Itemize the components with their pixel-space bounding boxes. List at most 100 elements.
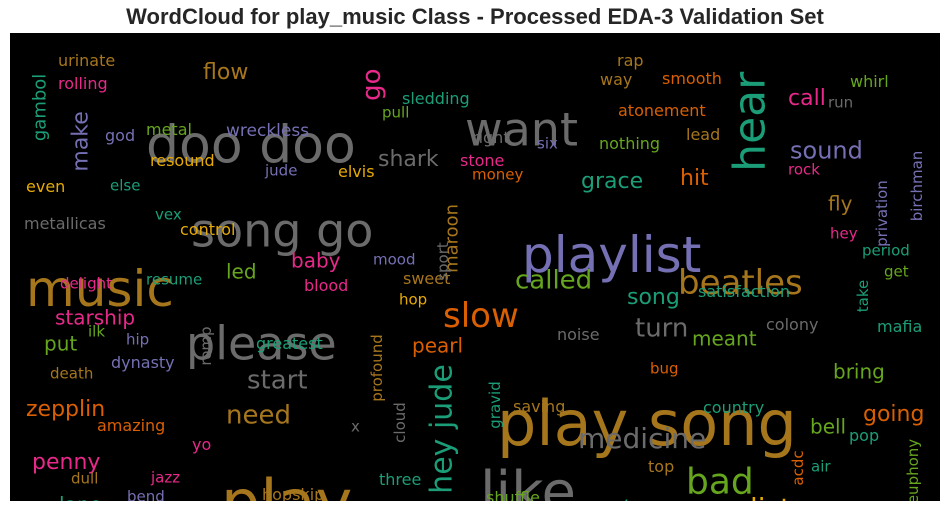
word-greatest: greatest <box>256 334 323 353</box>
word-playlist: playlist <box>522 226 701 284</box>
word-doo-doo: doo doo <box>146 116 356 176</box>
word-dull: dull <box>71 469 98 487</box>
word-baby: baby <box>291 248 341 272</box>
word-sport: sport <box>434 242 452 281</box>
word-hey-jude: hey jude <box>425 364 460 494</box>
word-hop: hop <box>399 290 427 308</box>
word-ilk: ilk <box>88 322 105 340</box>
word-sweet: sweet <box>403 269 450 288</box>
word-put: put <box>44 331 77 355</box>
word-hit: hit <box>680 166 709 191</box>
word-amazing: amazing <box>97 416 165 435</box>
word-profound: profound <box>368 334 386 402</box>
word-going: going <box>863 402 924 427</box>
word-stone: stone <box>460 151 504 170</box>
word-euphony: euphony <box>904 439 922 501</box>
word-called: called <box>515 265 592 295</box>
word-get: get <box>884 262 909 280</box>
word-air: air <box>811 457 831 475</box>
word-money: money <box>472 165 524 183</box>
word-song: song <box>627 285 680 310</box>
word-elvis: elvis <box>338 162 375 181</box>
word-metal: metal <box>146 120 192 139</box>
word-way: way <box>600 70 632 89</box>
word-shark: shark <box>378 147 439 172</box>
word-turn: turn <box>635 313 688 343</box>
word-bring: bring <box>833 359 885 383</box>
word-flow: flow <box>203 60 248 85</box>
word-hey: hey <box>830 224 858 242</box>
word-start: start <box>247 365 308 395</box>
word-pop: pop <box>849 426 879 445</box>
word-bad: bad <box>686 462 754 501</box>
word-privation: privation <box>873 180 891 247</box>
word-top: top <box>648 457 674 476</box>
word-six: six <box>537 134 558 152</box>
word-need: need <box>226 400 291 430</box>
word-play: play <box>221 466 352 501</box>
word-song-go: song go <box>191 204 373 258</box>
word-shuffle: shuffle <box>486 488 540 501</box>
word-maroon: maroon <box>442 204 463 273</box>
word-gambol: gambol <box>30 74 51 141</box>
word-satisfaction: satisfaction <box>698 282 790 301</box>
word-go: go <box>357 68 387 100</box>
word-wreckless: wreckless <box>226 121 309 141</box>
wordcloud-svg: doo doo want go hear song go playlist musicple… <box>24 51 926 501</box>
word-starship: starship <box>55 305 135 329</box>
word-control: control <box>180 220 235 239</box>
word-country: country <box>703 398 764 417</box>
word-resound: resound <box>150 151 215 170</box>
word-lead: lead <box>686 125 720 144</box>
word-beatles: beatles <box>678 263 803 303</box>
word-like: like <box>480 460 576 501</box>
word-bend: bend <box>127 487 165 501</box>
word-sledding: sledding <box>402 89 470 108</box>
word-call: call <box>788 86 826 111</box>
word-slow: slow <box>443 296 519 336</box>
word-jazz: jazz <box>150 468 180 486</box>
word-smooth: smooth <box>662 69 722 88</box>
word-colony: colony <box>766 315 818 334</box>
word-x: x <box>351 417 360 435</box>
word-gravid: gravid <box>486 381 504 428</box>
word-pearl: pearl <box>412 333 463 357</box>
word-want: want <box>465 103 578 157</box>
word-meant: meant <box>692 326 757 350</box>
word-birchman: birchman <box>908 151 926 222</box>
word-lane: lane <box>59 492 102 501</box>
word-please: please <box>186 317 337 371</box>
wordcloud-canvas: doo doo want go hear song go playlist music ple… <box>10 33 940 501</box>
word-bell: bell <box>810 414 846 438</box>
word-penny: penny <box>32 450 100 475</box>
word-whirl: whirl <box>850 72 889 91</box>
word-death: death <box>50 364 93 382</box>
word-jude: jude <box>264 161 297 179</box>
word-rap: rap <box>617 51 644 70</box>
word-delight: delight <box>60 274 112 292</box>
word-sound: sound <box>790 137 863 165</box>
word-act: act <box>603 496 631 501</box>
word-vex: vex <box>155 205 182 223</box>
word-play-song: play song <box>497 387 797 460</box>
word-hip: hip <box>126 330 149 348</box>
word-mood: mood <box>373 250 416 268</box>
chart-title: WordCloud for play_music Class - Process… <box>126 4 824 29</box>
word-music: music <box>26 260 174 318</box>
word-god: god <box>105 126 135 145</box>
word-hopskip: hopskip <box>262 485 324 501</box>
word-noise: noise <box>557 325 600 344</box>
word-pull: pull <box>382 103 409 121</box>
word-take: take <box>854 280 872 312</box>
word-make: make <box>69 111 94 171</box>
word-atonement: atonement <box>618 101 706 120</box>
word-metallicas: metallicas <box>24 214 106 233</box>
word-rolling: rolling <box>58 74 108 93</box>
word-dynasty: dynasty <box>111 353 175 372</box>
word-acdc: acdc <box>789 450 807 485</box>
word-fly: fly <box>828 191 853 215</box>
word-urinate: urinate <box>58 51 115 70</box>
word-saving: saving <box>513 397 565 416</box>
word-mafia: mafia <box>877 317 922 336</box>
word-bug: bug <box>650 359 679 377</box>
